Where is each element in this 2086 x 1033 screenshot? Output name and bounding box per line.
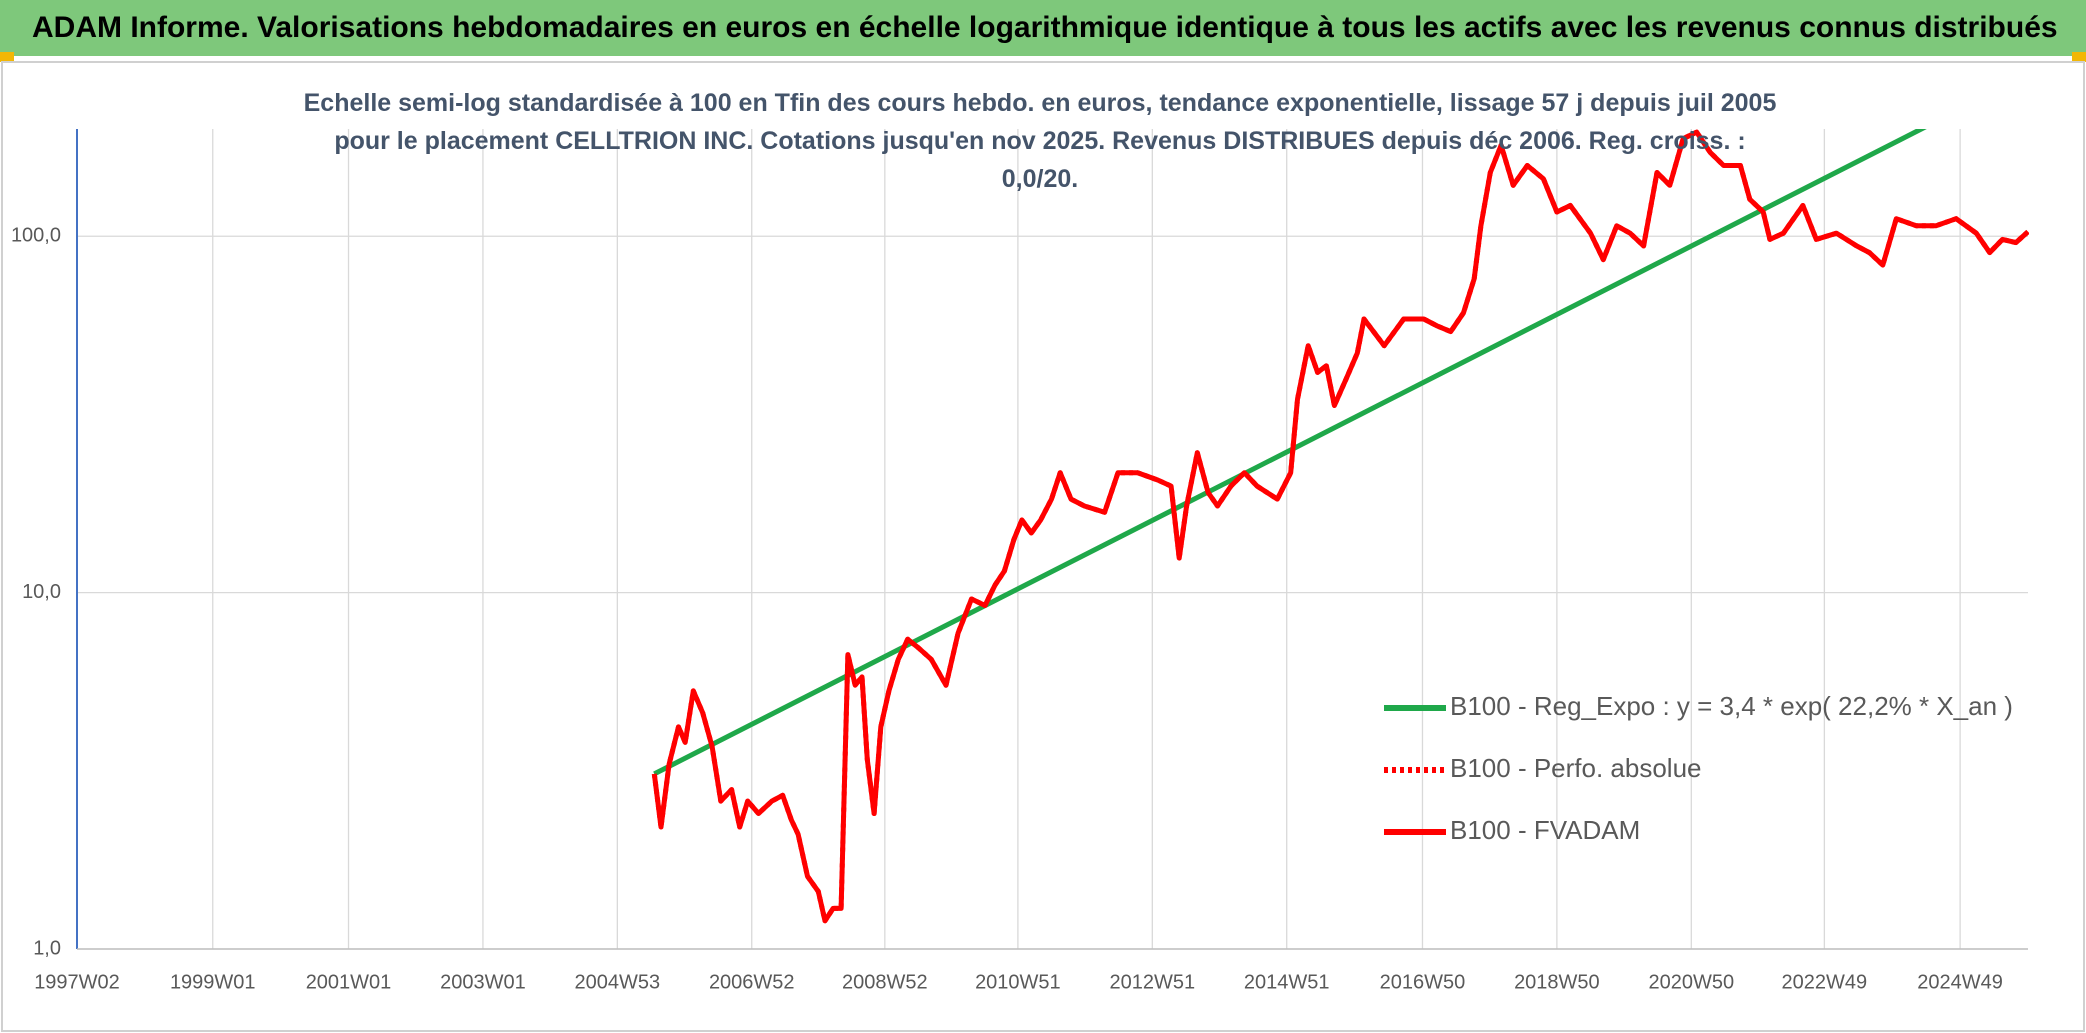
x-tick-label: 2022W49 xyxy=(1782,971,1868,993)
x-tick-label: 2003W01 xyxy=(440,971,526,993)
x-tick-label: 2016W50 xyxy=(1380,971,1466,993)
series-line xyxy=(651,129,2029,924)
series-line xyxy=(651,129,2029,924)
x-tick-label: 2012W51 xyxy=(1109,971,1195,993)
x-tick-label: 1997W02 xyxy=(34,971,120,993)
corner-mark xyxy=(2072,52,2086,62)
x-tick-label: 2024W49 xyxy=(1917,971,2003,993)
x-tick-label: 1999W01 xyxy=(170,971,256,993)
x-tick-label: 2006W52 xyxy=(709,971,795,993)
x-tick-label: 2008W52 xyxy=(842,971,928,993)
y-tick-label: 100,0 xyxy=(11,225,61,247)
y-tick-label: 1,0 xyxy=(33,937,61,959)
legend-label: B100 - Perfo. absolue xyxy=(1450,753,1702,783)
legend-label: B100 - Reg_Expo : y = 3,4 * exp( 22,2% *… xyxy=(1450,691,2013,721)
x-tick-label: 2018W50 xyxy=(1514,971,1600,993)
title-banner xyxy=(0,0,2086,56)
frame xyxy=(1,61,2085,1032)
x-tick-label: 2010W51 xyxy=(975,971,1061,993)
x-tick-label: 2020W50 xyxy=(1648,971,1734,993)
chart-subtitle: Echelle semi-log standardisée à 100 en T… xyxy=(303,89,1777,193)
x-tick-label: 2004W53 xyxy=(575,971,661,993)
x-tick-label: 2001W01 xyxy=(306,971,392,993)
y-tick-label: 10,0 xyxy=(22,581,61,603)
corner-mark xyxy=(0,52,14,62)
legend-label: B100 - FVADAM xyxy=(1450,815,1640,845)
series-line xyxy=(653,129,1927,777)
x-tick-label: 2014W51 xyxy=(1244,971,1330,993)
chart-title: ADAM Informe. Valorisations hebdomadaire… xyxy=(32,11,2058,44)
